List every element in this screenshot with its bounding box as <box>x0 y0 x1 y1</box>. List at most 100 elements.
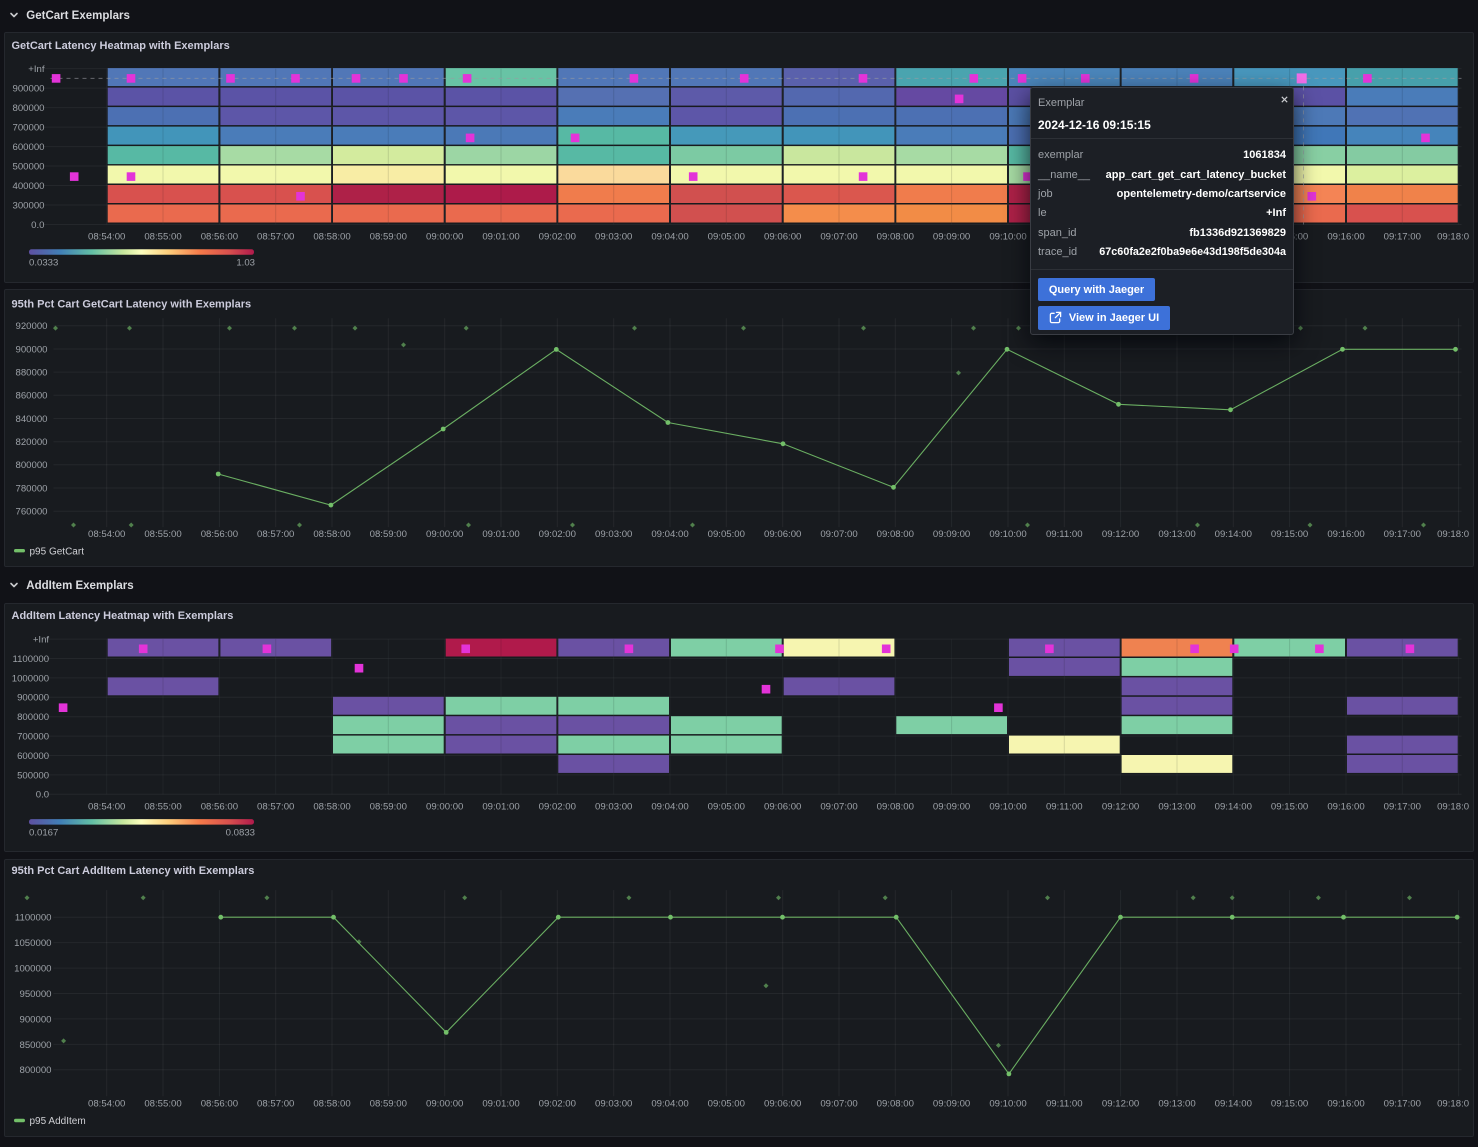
svg-text:p95 GetCart: p95 GetCart <box>29 546 84 557</box>
svg-text:1100000: 1100000 <box>12 654 49 665</box>
svg-text:1000000: 1000000 <box>14 964 51 975</box>
svg-text:09:17:00: 09:17:00 <box>1383 802 1420 813</box>
svg-text:600000: 600000 <box>17 751 49 762</box>
svg-text:09:15:00: 09:15:00 <box>1270 802 1307 813</box>
svg-text:09:00:00: 09:00:00 <box>426 1099 463 1110</box>
svg-text:800000: 800000 <box>19 1066 51 1077</box>
svg-text:09:18:0: 09:18:0 <box>1437 232 1469 243</box>
svg-text:09:08:00: 09:08:00 <box>876 1099 913 1110</box>
svg-text:09:13:00: 09:13:00 <box>1158 1099 1195 1110</box>
svg-text:500000: 500000 <box>17 770 49 781</box>
svg-text:08:58:00: 08:58:00 <box>313 232 350 243</box>
svg-text:AddItem Latency Heatmap with E: AddItem Latency Heatmap with Exemplars <box>11 610 233 622</box>
svg-text:09:05:00: 09:05:00 <box>707 1099 744 1110</box>
svg-text:800000: 800000 <box>15 460 47 471</box>
svg-text:09:02:00: 09:02:00 <box>538 529 575 540</box>
svg-text:09:11:00: 09:11:00 <box>1045 802 1082 813</box>
svg-text:09:04:00: 09:04:00 <box>651 1099 688 1110</box>
svg-text:950000: 950000 <box>19 989 51 1000</box>
svg-text:08:58:00: 08:58:00 <box>313 802 350 813</box>
svg-text:820000: 820000 <box>15 437 47 448</box>
svg-text:09:00:00: 09:00:00 <box>426 232 463 243</box>
svg-text:08:57:00: 08:57:00 <box>257 802 294 813</box>
svg-text:09:03:00: 09:03:00 <box>595 802 632 813</box>
svg-text:08:54:00: 08:54:00 <box>88 1099 125 1110</box>
svg-text:840000: 840000 <box>15 414 47 425</box>
svg-text:09:11:00: 09:11:00 <box>1045 529 1082 540</box>
svg-text:09:15:00: 09:15:00 <box>1270 529 1307 540</box>
svg-text:08:59:00: 08:59:00 <box>369 802 406 813</box>
svg-text:09:03:00: 09:03:00 <box>595 1099 632 1110</box>
svg-text:09:13:00: 09:13:00 <box>1158 529 1195 540</box>
svg-text:08:56:00: 08:56:00 <box>200 1099 237 1110</box>
svg-text:+Inf: +Inf <box>32 635 49 646</box>
svg-text:600000: 600000 <box>12 142 44 153</box>
svg-text:920000: 920000 <box>15 321 47 332</box>
svg-text:95th Pct Cart AddItem Latency: 95th Pct Cart AddItem Latency with Exemp… <box>11 866 254 878</box>
svg-text:08:54:00: 08:54:00 <box>88 529 125 540</box>
svg-text:09:16:00: 09:16:00 <box>1327 232 1364 243</box>
svg-text:09:16:00: 09:16:00 <box>1327 529 1364 540</box>
svg-text:09:04:00: 09:04:00 <box>651 529 688 540</box>
svg-text:08:55:00: 08:55:00 <box>144 529 181 540</box>
svg-text:09:15:00: 09:15:00 <box>1270 1099 1307 1110</box>
svg-text:09:14:00: 09:14:00 <box>1214 802 1251 813</box>
svg-text:08:58:00: 08:58:00 <box>313 529 350 540</box>
svg-text:08:56:00: 08:56:00 <box>200 802 237 813</box>
svg-text:09:18:0: 09:18:0 <box>1437 1099 1469 1110</box>
svg-text:08:59:00: 08:59:00 <box>369 1099 406 1110</box>
svg-text:09:18:0: 09:18:0 <box>1437 802 1469 813</box>
svg-text:800000: 800000 <box>17 712 49 723</box>
svg-text:09:17:00: 09:17:00 <box>1383 529 1420 540</box>
svg-text:09:03:00: 09:03:00 <box>595 232 632 243</box>
svg-text:08:54:00: 08:54:00 <box>88 802 125 813</box>
svg-text:09:05:00: 09:05:00 <box>707 232 744 243</box>
svg-text:09:07:00: 09:07:00 <box>820 529 857 540</box>
svg-text:08:59:00: 08:59:00 <box>369 529 406 540</box>
svg-text:09:17:00: 09:17:00 <box>1383 232 1420 243</box>
svg-text:900000: 900000 <box>17 693 49 704</box>
svg-text:850000: 850000 <box>19 1040 51 1051</box>
svg-text:09:07:00: 09:07:00 <box>820 232 857 243</box>
svg-text:1050000: 1050000 <box>14 938 51 949</box>
svg-text:09:17:00: 09:17:00 <box>1383 1099 1420 1110</box>
svg-text:09:01:00: 09:01:00 <box>482 529 519 540</box>
svg-text:760000: 760000 <box>15 506 47 517</box>
svg-text:700000: 700000 <box>17 732 49 743</box>
svg-text:09:07:00: 09:07:00 <box>820 802 857 813</box>
svg-text:09:12:00: 09:12:00 <box>1101 529 1138 540</box>
svg-text:09:01:00: 09:01:00 <box>482 232 519 243</box>
svg-text:0.0833: 0.0833 <box>225 828 254 839</box>
svg-text:09:14:00: 09:14:00 <box>1214 1099 1251 1110</box>
svg-text:09:04:00: 09:04:00 <box>651 802 688 813</box>
svg-text:09:06:00: 09:06:00 <box>764 529 801 540</box>
svg-text:09:09:00: 09:09:00 <box>932 232 969 243</box>
svg-text:09:04:00: 09:04:00 <box>651 232 688 243</box>
svg-text:09:05:00: 09:05:00 <box>707 802 744 813</box>
svg-text:0.0333: 0.0333 <box>29 258 58 269</box>
svg-text:1.03: 1.03 <box>236 258 255 269</box>
svg-text:0.0167: 0.0167 <box>29 828 58 839</box>
svg-text:09:12:00: 09:12:00 <box>1101 802 1138 813</box>
svg-text:09:16:00: 09:16:00 <box>1327 802 1364 813</box>
svg-text:08:54:00: 08:54:00 <box>88 232 125 243</box>
svg-text:09:14:00: 09:14:00 <box>1214 529 1251 540</box>
svg-text:09:06:00: 09:06:00 <box>764 802 801 813</box>
svg-text:08:57:00: 08:57:00 <box>257 529 294 540</box>
svg-text:09:07:00: 09:07:00 <box>820 1099 857 1110</box>
svg-text:09:09:00: 09:09:00 <box>932 1099 969 1110</box>
svg-text:09:01:00: 09:01:00 <box>482 1099 519 1110</box>
svg-text:09:12:00: 09:12:00 <box>1101 1099 1138 1110</box>
svg-text:09:02:00: 09:02:00 <box>538 232 575 243</box>
svg-text:09:10:00: 09:10:00 <box>989 802 1026 813</box>
svg-text:09:10:00: 09:10:00 <box>989 1099 1026 1110</box>
svg-text:p95 AddItem: p95 AddItem <box>29 1116 85 1127</box>
svg-text:880000: 880000 <box>15 367 47 378</box>
svg-text:08:55:00: 08:55:00 <box>144 232 181 243</box>
svg-text:08:55:00: 08:55:00 <box>144 1099 181 1110</box>
svg-text:860000: 860000 <box>15 390 47 401</box>
svg-text:+Inf: +Inf <box>28 64 45 75</box>
svg-text:900000: 900000 <box>12 84 44 95</box>
svg-text:GetCart Latency Heatmap with E: GetCart Latency Heatmap with Exemplars <box>11 40 229 52</box>
svg-text:09:09:00: 09:09:00 <box>932 802 969 813</box>
